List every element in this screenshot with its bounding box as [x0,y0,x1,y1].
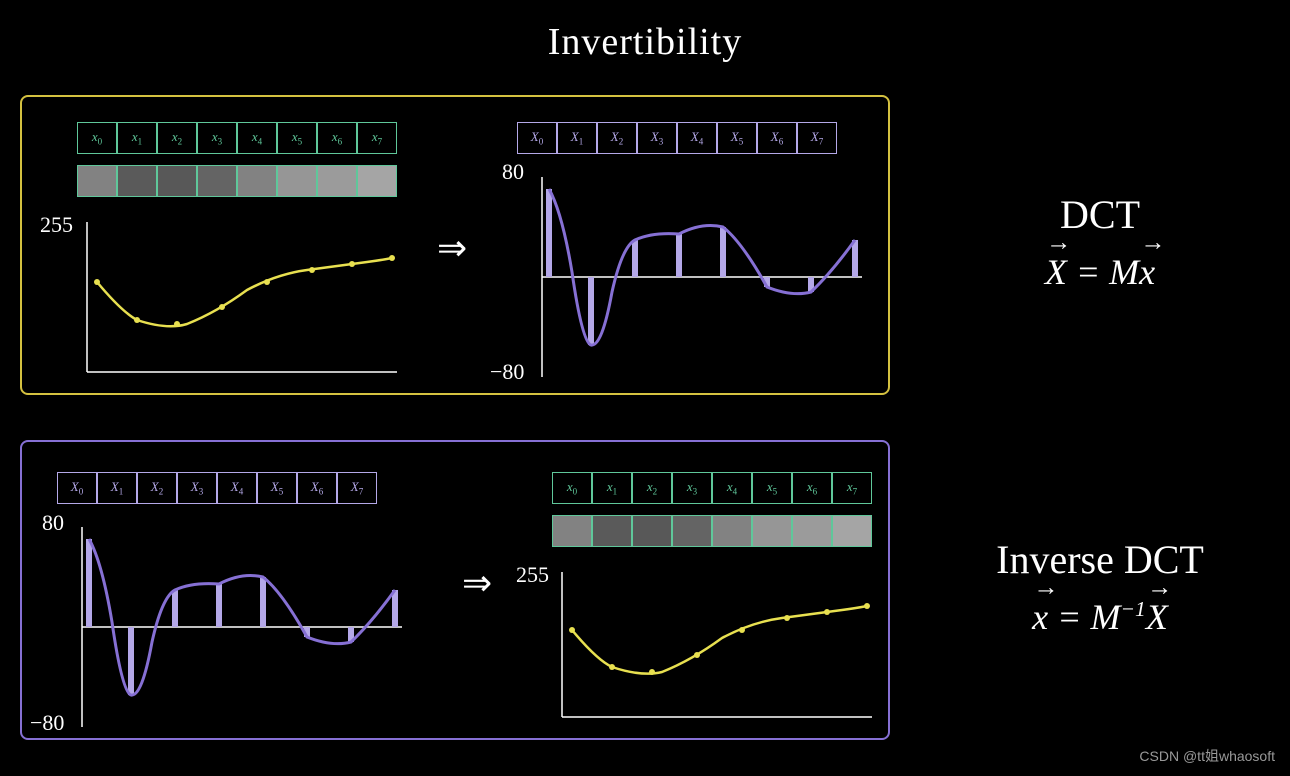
gray-swatch [792,515,832,547]
spatial-chart [552,562,882,722]
cell: x1 [592,472,632,504]
cell: x5 [277,122,317,154]
cell: X7 [337,472,377,504]
gray-swatch [117,165,157,197]
gray-swatch [77,165,117,197]
gray-swatch [317,165,357,197]
gray-swatch [357,165,397,197]
spatial-chart [77,212,407,382]
X-label-row: X0 X1 X2 X3 X4 X5 X6 X7 [57,472,377,504]
watermark: CSDN @tt姐whaosoft [1139,746,1275,766]
cell: x0 [552,472,592,504]
gray-swatch [157,165,197,197]
cell: x2 [157,122,197,154]
dct-title: DCT [930,185,1270,245]
idct-panel: X0 X1 X2 X3 X4 X5 X6 X7 80 −80 ⇒ x0 x1 x… [20,440,890,740]
cell: x4 [237,122,277,154]
dct-formula: X = Mx [930,245,1270,299]
gray-swatch [197,165,237,197]
freq-ylabel-top: 80 [42,510,64,536]
cell: X2 [137,472,177,504]
freq-ylabel-bottom: −80 [490,359,524,385]
gray-swatch [592,515,632,547]
cell: x4 [712,472,752,504]
gray-swatch [832,515,872,547]
freq-ylabel-bottom: −80 [30,710,64,736]
cell: X3 [177,472,217,504]
gray-swatch [632,515,672,547]
gray-swatch [237,165,277,197]
page-title: Invertibility [0,0,1290,74]
freq-chart [532,172,872,382]
cell: X5 [717,122,757,154]
gray-swatch [672,515,712,547]
spatial-ylabel: 255 [516,562,549,588]
cell: X1 [97,472,137,504]
cell: X4 [217,472,257,504]
idct-title: Inverse DCT [930,530,1270,590]
arrow-icon: ⇒ [462,562,492,604]
cell: X3 [637,122,677,154]
cell: X7 [797,122,837,154]
cell: X6 [757,122,797,154]
cell: x3 [197,122,237,154]
x-label-row: x0 x1 x2 x3 x4 x5 x6 x7 [77,122,397,154]
cell: x5 [752,472,792,504]
gray-swatch [712,515,752,547]
x-label-row: x0 x1 x2 x3 x4 x5 x6 x7 [552,472,872,504]
cell: X4 [677,122,717,154]
spatial-ylabel: 255 [40,212,73,238]
cell: x3 [672,472,712,504]
cell: x6 [792,472,832,504]
cell: x7 [357,122,397,154]
gray-swatch [277,165,317,197]
cell: X2 [597,122,637,154]
cell: X0 [517,122,557,154]
arrow-icon: ⇒ [437,227,467,269]
gray-swatch [752,515,792,547]
cell: x7 [832,472,872,504]
cell: x2 [632,472,672,504]
freq-chart [72,522,412,732]
dct-panel: x0 x1 x2 x3 x4 x5 x6 x7 255 ⇒ X0 [20,95,890,395]
cell: X5 [257,472,297,504]
cell: x6 [317,122,357,154]
cell: X1 [557,122,597,154]
cell: X0 [57,472,97,504]
idct-formula: x = M−1X [930,590,1270,644]
idct-equation: Inverse DCT x = M−1X [930,530,1270,644]
gray-swatch [552,515,592,547]
cell: x0 [77,122,117,154]
gray-swatch-row [77,165,397,197]
cell: X6 [297,472,337,504]
freq-ylabel-top: 80 [502,159,524,185]
dct-equation: DCT X = Mx [930,185,1270,299]
X-label-row: X0 X1 X2 X3 X4 X5 X6 X7 [517,122,837,154]
gray-swatch-row [552,515,872,547]
cell: x1 [117,122,157,154]
